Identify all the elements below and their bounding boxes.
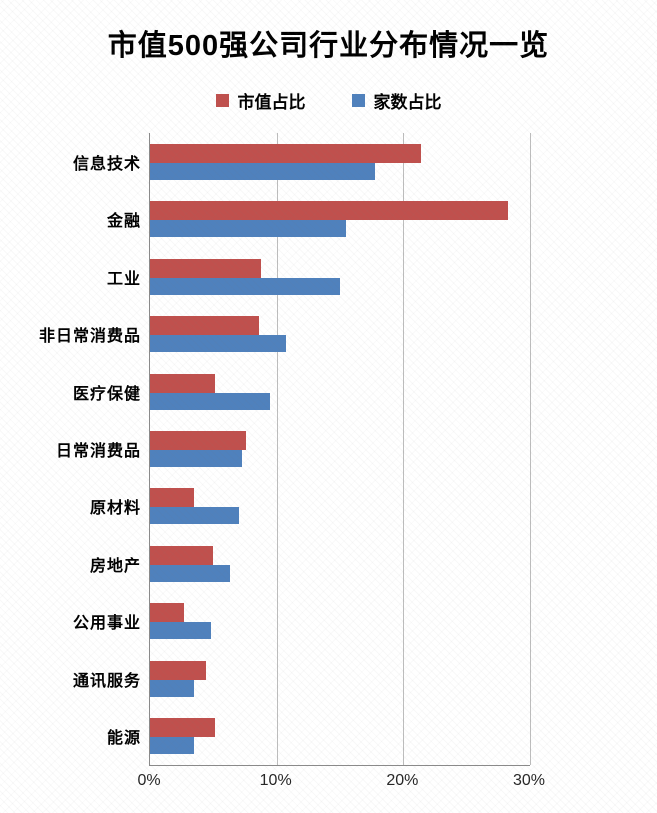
x-tick-label: 10% — [259, 772, 292, 789]
category-label: 日常消费品 — [55, 442, 141, 460]
category-label: 能源 — [106, 730, 141, 748]
bar-market-cap-share — [150, 718, 215, 738]
legend-item-1: 家数占比 — [351, 88, 442, 113]
chart-row — [150, 420, 530, 477]
category-label: 非日常消费品 — [38, 328, 141, 346]
x-tick-label: 30% — [512, 772, 546, 789]
bar-company-count-share — [150, 162, 376, 180]
category-label: 原材料 — [89, 500, 141, 518]
legend: 市值占比 家数占比 — [0, 88, 657, 113]
bar-market-cap-share — [150, 316, 259, 336]
bar-market-cap-share — [150, 143, 422, 163]
bar-market-cap-share — [150, 430, 247, 450]
bar-company-count-share — [150, 507, 239, 525]
y-axis-category-labels: 信息技术金融工业非日常消费品医疗保健日常消费品原材料房地产公用事业通讯服务能源 — [0, 133, 141, 765]
bar-company-count-share — [150, 679, 195, 697]
bar-company-count-share — [150, 220, 347, 238]
bar-market-cap-share — [150, 201, 509, 221]
x-axis-tick-labels: 0% 10% 20% 30% — [137, 772, 545, 794]
chart-row — [150, 133, 530, 190]
bar-company-count-share — [150, 392, 271, 410]
legend-label: 家数占比 — [373, 93, 442, 112]
chart-row — [150, 305, 530, 362]
chart-row — [150, 190, 530, 247]
bar-market-cap-share — [150, 258, 262, 278]
category-label: 工业 — [106, 270, 141, 288]
gridline-10% — [276, 133, 278, 765]
bar-company-count-share — [150, 449, 243, 467]
category-label: 公用事业 — [72, 615, 141, 633]
category-label: 医疗保健 — [72, 385, 141, 403]
chart-row — [150, 535, 530, 592]
chart-row — [150, 593, 530, 650]
category-label: 信息技术 — [72, 155, 141, 173]
chart-row — [150, 248, 530, 305]
bar-market-cap-share — [150, 545, 214, 565]
gridline-20% — [403, 133, 405, 765]
category-label: 房地产 — [89, 557, 141, 575]
bar-company-count-share — [150, 335, 286, 353]
chart-row — [150, 708, 530, 765]
category-label: 通讯服务 — [72, 672, 141, 690]
gridline-30% — [530, 133, 531, 765]
category-label: 金融 — [106, 213, 141, 231]
plot-area — [149, 133, 531, 766]
chart-row — [150, 650, 530, 707]
chart-title: 市值500强公司行业分布情况一览 — [107, 30, 550, 62]
bar-market-cap-share — [150, 373, 215, 393]
chart-row — [150, 478, 530, 535]
bar-market-cap-share — [150, 488, 195, 508]
x-tick-label: 0% — [137, 772, 161, 789]
legend-item-0: 市值占比 — [215, 88, 306, 113]
legend-swatch-icon — [215, 94, 229, 107]
chart-row — [150, 363, 530, 420]
bar-market-cap-share — [150, 603, 185, 623]
bar-market-cap-share — [150, 660, 206, 680]
x-tick-label: 20% — [386, 772, 419, 789]
legend-label: 市值占比 — [237, 93, 306, 112]
bar-company-count-share — [150, 622, 211, 640]
bar-company-count-share — [150, 564, 230, 582]
bar-rows-container — [150, 133, 530, 765]
bar-company-count-share — [150, 737, 195, 755]
bar-company-count-share — [150, 277, 340, 295]
legend-swatch-icon — [351, 94, 365, 107]
